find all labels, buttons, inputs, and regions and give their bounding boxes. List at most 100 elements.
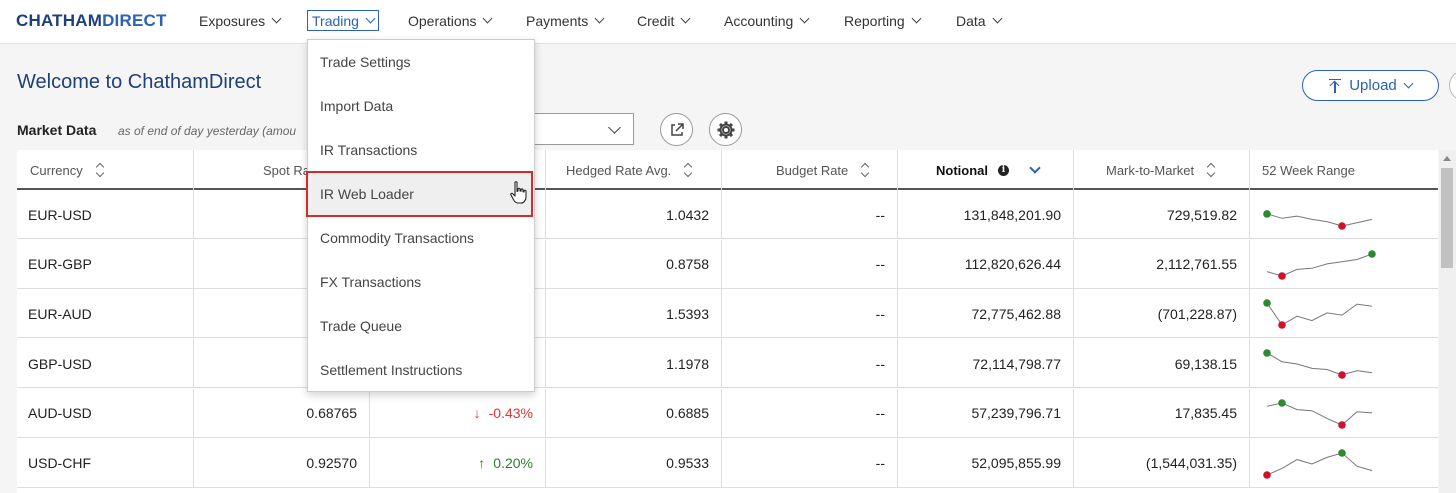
info-icon[interactable]: i <box>998 164 1009 176</box>
more-button[interactable] <box>1449 70 1456 101</box>
cell-spot-text: 0.92570 <box>306 455 357 471</box>
cell-budget-text: -- <box>875 455 885 471</box>
menu-item-fx-transactions[interactable]: FX Transactions <box>320 274 422 290</box>
table-scrollbar[interactable] <box>1439 150 1456 493</box>
col-currency[interactable]: Currency <box>17 150 194 190</box>
col-52-week-range: 52 Week Range <box>1250 150 1438 190</box>
col-mark-to-market[interactable]: Mark-to-Market <box>1074 150 1250 190</box>
cell-hedged-text: 1.1978 <box>666 355 709 372</box>
upload-button[interactable]: Upload <box>1302 70 1439 101</box>
table-row[interactable]: USD-CHF 0.92570 ↑ 0.20% 0.9533 -- 52,095,855.9… <box>17 438 1438 488</box>
sparkline-52-week <box>1263 210 1373 230</box>
cell-notional-text: 112,820,626.44 <box>964 256 1061 273</box>
sort-icon[interactable] <box>95 162 105 178</box>
gear-icon <box>717 121 734 138</box>
sort-icon[interactable] <box>683 162 693 178</box>
scroll-thumb[interactable] <box>1441 168 1453 268</box>
cell-mtm-text: 2,112,761.55 <box>1156 256 1237 273</box>
change-text: 0.20% <box>493 455 533 471</box>
menu-item-ir-web-loader[interactable]: IR Web Loader <box>306 171 533 217</box>
sort-icon[interactable] <box>860 162 870 178</box>
col-mtm-label: Mark-to-Market <box>1106 162 1195 178</box>
menu-item-ir-transactions[interactable]: IR Transactions <box>320 142 418 158</box>
nav-exposures[interactable]: Exposures <box>195 10 284 31</box>
cell-notional: 72,114,798.77 <box>898 339 1074 389</box>
cell-budget-text: -- <box>875 405 885 422</box>
cell-change <box>370 239 546 289</box>
cell-range <box>1250 289 1438 338</box>
cell-currency-text: EUR-GBP <box>28 256 92 273</box>
sparkline-high-dot <box>1263 210 1271 218</box>
col-currency-label: Currency <box>30 162 83 178</box>
sparkline-52-week <box>1263 448 1373 479</box>
cell-budget: -- <box>722 438 898 488</box>
open-external-button[interactable] <box>660 113 693 146</box>
nav-data[interactable]: Data <box>952 10 1005 31</box>
chatham-logo[interactable]: CHATHAMDIRECT <box>16 11 167 30</box>
nav-trading-label: Trading <box>312 12 359 29</box>
cell-range <box>1250 389 1438 438</box>
col-budget-rate[interactable]: Budget Rate <box>722 150 898 190</box>
table-row[interactable]: GBP-USD 1.1978 -- 72,114,798.77 69,138.15 <box>17 339 1438 389</box>
nav-payments-label: Payments <box>526 12 589 29</box>
trading-dropdown-menu: Trade Settings Import Data IR Transactio… <box>306 39 535 392</box>
sparkline-path <box>1266 213 1373 227</box>
change-value: ↓ -0.43% <box>474 405 533 421</box>
col-notional[interactable]: Notional i <box>898 150 1074 190</box>
chevron-down-icon <box>608 121 621 134</box>
settings-button[interactable] <box>709 113 742 146</box>
cell-notional: 112,820,626.44 <box>898 239 1074 289</box>
sparkline-52-week <box>1266 249 1376 280</box>
table-header: Currency Spot Ra Hedged Rate Avg. Budget… <box>17 150 1438 190</box>
menu-item-trade-settings[interactable]: Trade Settings <box>320 54 411 70</box>
cell-notional-text: 57,239,796.71 <box>971 405 1061 422</box>
market-data-subtitle: as of end of day yesterday (amou <box>118 124 297 138</box>
menu-item-settlement-instructions[interactable]: Settlement Instructions <box>320 362 463 378</box>
cell-currency: EUR-AUD <box>17 289 194 339</box>
menu-item-trade-queue[interactable]: Trade Queue <box>320 318 402 334</box>
col-budget-label: Budget Rate <box>776 162 849 178</box>
market-data-select[interactable] <box>530 113 634 145</box>
chevron-down-icon <box>911 13 922 24</box>
nav-accounting[interactable]: Accounting <box>720 10 812 31</box>
col-range-label: 52 Week Range <box>1262 162 1355 178</box>
arrow-up-icon: ↑ <box>478 455 486 471</box>
sort-icon[interactable] <box>1206 162 1216 178</box>
col-spot-label: Spot Ra <box>263 162 310 178</box>
table-row[interactable]: AUD-USD 0.68765 ↓ -0.43% 0.6885 -- 57,239,796.… <box>17 388 1438 438</box>
table-row[interactable]: EUR-AUD 1.5393 -- 72,775,462.88 (701,228.87) <box>17 289 1438 339</box>
cell-hedged: 0.9533 <box>546 438 722 488</box>
cell-change <box>370 190 546 239</box>
col-change[interactable] <box>370 150 546 190</box>
market-data-table: Currency Spot Ra Hedged Rate Avg. Budget… <box>17 150 1438 493</box>
cell-hedged: 0.6885 <box>546 388 722 438</box>
cell-currency: EUR-GBP <box>17 239 194 289</box>
cell-mtm: 729,519.82 <box>1074 190 1250 239</box>
cell-mtm-text: 17,835.45 <box>1174 405 1237 422</box>
nav-reporting[interactable]: Reporting <box>840 10 924 31</box>
cell-change: ↑ 0.20% <box>370 438 546 488</box>
nav-operations[interactable]: Operations <box>404 10 495 31</box>
sparkline-52-week <box>1263 299 1373 330</box>
cell-range <box>1250 439 1438 488</box>
table-row[interactable]: EUR-USD 1.0432 -- 131,848,201.90 729,519.82 <box>17 190 1438 239</box>
menu-item-commodity-transactions[interactable]: Commodity Transactions <box>320 230 475 246</box>
cell-notional: 52,095,855.99 <box>898 438 1074 488</box>
cell-hedged: 0.8758 <box>546 239 722 289</box>
sparkline-low-dot <box>1278 321 1286 330</box>
cell-currency-text: EUR-USD <box>28 206 92 223</box>
cell-currency-text: GBP-USD <box>28 355 92 372</box>
scroll-up-icon[interactable] <box>1443 156 1451 161</box>
menu-item-import-data[interactable]: Import Data <box>320 98 394 114</box>
chevron-down-icon <box>680 13 691 24</box>
nav-payments[interactable]: Payments <box>522 10 607 31</box>
cell-change <box>370 339 546 389</box>
sparkline-low-dot <box>1338 371 1346 379</box>
table-row[interactable]: EUR-GBP 0.8758 -- 112,820,626.44 2,112,761.5… <box>17 239 1438 289</box>
sort-descending-icon[interactable] <box>1029 162 1041 174</box>
nav-credit[interactable]: Credit <box>633 10 693 31</box>
col-hedged-rate[interactable]: Hedged Rate Avg. <box>546 150 722 190</box>
sparkline-high-dot <box>1278 398 1286 407</box>
nav-trading[interactable]: Trading <box>307 10 379 31</box>
sparkline-high-dot <box>1368 249 1376 258</box>
